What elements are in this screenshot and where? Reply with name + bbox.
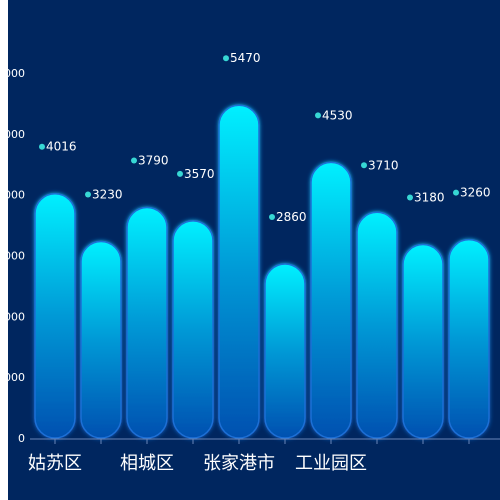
data-label: 3710 (368, 158, 399, 172)
y-tick-label: 0 (18, 432, 25, 445)
y-tick-label: 000 (4, 128, 25, 141)
x-axis: 姑苏区 相城区 张家港市 工业园区 (28, 438, 500, 474)
x-tick-label: 工业园区 (295, 453, 367, 474)
bar-9 (448, 238, 490, 439)
data-label-dot (361, 162, 367, 169)
data-label-dot (39, 143, 45, 150)
data-label-dot (407, 194, 413, 201)
data-label: 3260 (460, 186, 491, 200)
data-label-dot (453, 189, 459, 196)
bar-3 (172, 220, 214, 439)
data-label: 3570 (184, 167, 215, 181)
y-tick-label: 000 (4, 189, 25, 202)
data-label: 5470 (230, 51, 261, 65)
y-tick-label: 000 (4, 371, 25, 384)
data-label: 4530 (322, 108, 353, 122)
data-label-dot (131, 157, 137, 164)
bar-5 (264, 263, 306, 439)
bar-2 (126, 206, 168, 439)
bar-1 (80, 240, 122, 439)
x-tick-label: 张家港市 (203, 453, 275, 474)
data-label: 3230 (92, 188, 123, 202)
x-tick-label: 相城区 (120, 453, 174, 474)
data-labels-group: 4016 3230 3790 3570 5470 2860 4530 3710 3180 3260 (39, 51, 491, 224)
bar-0 (34, 192, 76, 439)
data-label-dot (315, 112, 321, 119)
data-label-dot (223, 55, 229, 62)
bar-6 (310, 161, 352, 439)
x-tick-label: 姑苏区 (28, 453, 82, 474)
data-label: 4016 (46, 140, 77, 154)
bar-7 (356, 211, 398, 439)
data-label-dot (269, 214, 275, 221)
bar-4 (218, 104, 260, 439)
data-label: 3180 (414, 191, 445, 205)
y-tick-label: 000 (4, 250, 25, 263)
data-label: 3790 (138, 153, 169, 167)
bar-8 (402, 243, 444, 439)
bars-group (34, 104, 490, 439)
data-label-dot (85, 191, 91, 198)
y-tick-label: 000 (4, 67, 25, 80)
y-tick-label: 000 (4, 310, 25, 323)
data-label-dot (177, 170, 183, 177)
data-label: 2860 (276, 210, 307, 224)
